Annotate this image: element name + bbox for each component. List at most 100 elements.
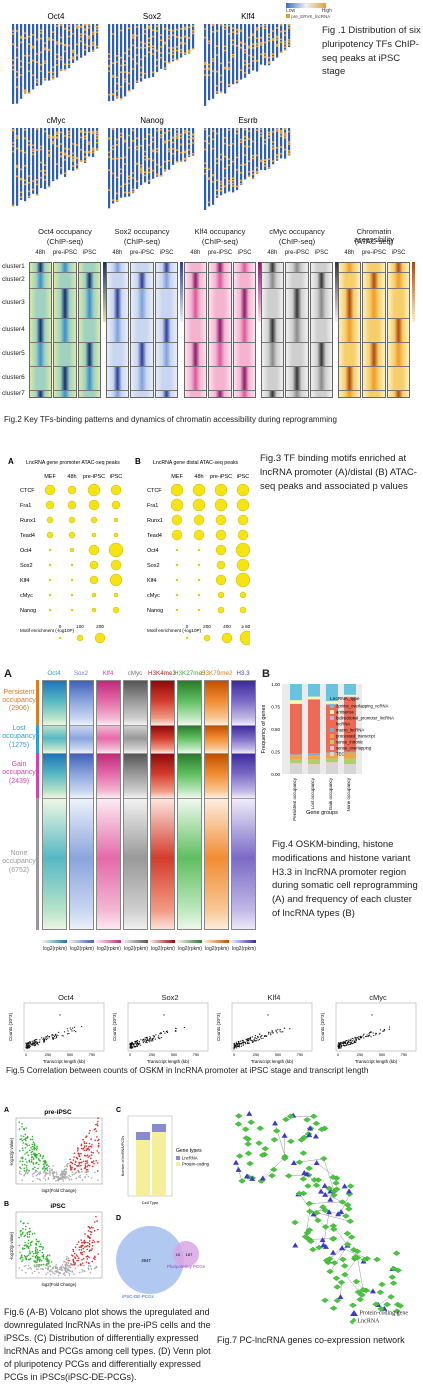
fig2-cluster-block <box>155 273 178 289</box>
fig1-peak-mark <box>159 56 163 59</box>
fig4-group-block <box>124 681 147 726</box>
fig1-peak-mark <box>147 171 151 174</box>
fig1-peak-mark <box>83 48 87 51</box>
fig2-cluster-block <box>286 273 308 289</box>
fig6-xlabel: log2(Fold Change) <box>42 1282 77 1287</box>
fig2-cluster-block <box>261 273 284 289</box>
fig1-peak-mark <box>219 62 223 65</box>
fig2-cluster-block <box>131 367 153 391</box>
fig7-lncrna-node <box>330 1260 339 1266</box>
fig1-chrom-track <box>212 128 215 205</box>
fig1-legend-ervk: pre_ERVK_lncRNA <box>291 14 331 19</box>
fig6-volcano-point <box>96 1241 99 1243</box>
fig1-peak-mark <box>55 64 59 66</box>
fig5-point <box>246 1039 248 1042</box>
fig5-point <box>183 1026 186 1029</box>
fig1-peak-mark <box>87 131 91 133</box>
fig1-peak-mark <box>111 172 115 175</box>
fig1-peak-mark <box>59 131 63 134</box>
fig5-point <box>370 1031 372 1033</box>
fig2-heatmap-column <box>183 262 208 398</box>
fig7-lncrna-node <box>242 1135 251 1141</box>
fig4-group-block <box>232 726 255 754</box>
fig1-peak-mark <box>247 175 251 178</box>
fig6-volcano-point <box>66 1176 68 1178</box>
fig1-peak-mark <box>135 54 139 56</box>
fig1-chrom-track <box>24 24 27 94</box>
fig1-peak-mark <box>219 183 223 185</box>
fig6-volcano-point <box>57 1179 60 1182</box>
fig6-volcano-point <box>55 1264 58 1266</box>
fig7-protein-node <box>319 1237 326 1243</box>
fig5-xlabel: Transcript length (kb) <box>147 1059 190 1064</box>
fig1-peak-mark <box>159 129 163 131</box>
fig6-volcano-point <box>60 1267 63 1270</box>
fig1-peak-mark <box>79 136 83 139</box>
fig1-peak-mark <box>271 131 275 133</box>
fig6-volcano-point <box>64 1268 66 1270</box>
fig6-volcano-point <box>97 1120 99 1123</box>
fig1-peak-mark <box>159 46 163 48</box>
fig2-cluster-block <box>29 391 52 397</box>
fig5-point <box>366 1035 368 1037</box>
fig6-volcano-point <box>71 1171 74 1173</box>
fig6-volcano-point <box>81 1258 83 1261</box>
fig2-cluster-block <box>233 391 256 397</box>
fig3-panel-title: LncRNA gene promoter ATAC-seq peaks <box>26 460 120 466</box>
fig6-volcano-point <box>33 1143 36 1145</box>
fig1-peak-mark <box>59 42 63 45</box>
fig3-column-label: iPSC <box>237 474 250 480</box>
fig5-point <box>340 1041 342 1044</box>
fig7-protein-node <box>310 1211 317 1217</box>
fig1-peak-mark <box>127 182 131 185</box>
fig5-point <box>52 1034 54 1036</box>
fig6-volcano-point <box>73 1273 75 1275</box>
fig6-volcano-point <box>92 1227 94 1229</box>
fig7-protein-node <box>337 1294 344 1300</box>
fig6-volcano-point <box>92 1257 95 1259</box>
fig3-row-label: cMyc <box>147 593 160 599</box>
fig1-peak-mark <box>219 186 223 189</box>
fig2-cluster-block <box>131 343 153 367</box>
fig1-peak-mark <box>35 61 39 63</box>
fig6-volcano-point <box>25 1244 28 1247</box>
fig5-point <box>145 1037 148 1039</box>
fig4-group-block <box>43 681 66 726</box>
fig2-color-scale <box>412 262 415 322</box>
fig1-peak-mark <box>35 149 39 151</box>
fig1-peak-mark <box>71 152 75 155</box>
fig1-peak-mark <box>179 48 183 51</box>
fig1-peak-mark <box>223 28 227 30</box>
fig7-protein-node <box>322 1243 329 1249</box>
fig1-peak-mark <box>43 169 47 172</box>
fig3-row-label: Runx1 <box>147 518 163 524</box>
fig6-venn-small-label: Pluripotency PCGs <box>167 1264 206 1269</box>
fig1-peak-mark <box>187 149 191 151</box>
fig4-group-label: None occupancy (6752) <box>2 849 36 874</box>
fig6-volcano-point <box>71 1264 73 1266</box>
fig6-volcano-point <box>83 1250 85 1253</box>
fig1-peak-mark <box>211 60 215 63</box>
fig1-peak-mark <box>191 25 195 27</box>
fig1-peak-mark <box>151 136 155 139</box>
fig6-volcano-point <box>41 1245 43 1248</box>
fig6-volcano-point <box>83 1141 85 1143</box>
fig6-volcano-point <box>45 1273 47 1276</box>
fig6-volcano-point <box>21 1139 24 1142</box>
fig1-peak-mark <box>119 85 123 88</box>
fig6-volcano-point <box>34 1252 37 1255</box>
fig6-panel-letter: A <box>4 1107 9 1114</box>
fig5-point <box>67 1030 69 1032</box>
fig6-volcano-point <box>53 1177 55 1180</box>
fig1-peak-mark <box>251 56 255 58</box>
fig2-cluster-block <box>184 263 207 273</box>
fig1-peak-mark <box>179 37 183 39</box>
fig5-point <box>137 1043 139 1045</box>
fig5-point <box>279 1028 281 1030</box>
fig6-volcano-point <box>52 1267 54 1270</box>
fig4-legend-entry: sense_overlapping <box>336 746 372 751</box>
fig6-volcano-point <box>71 1270 74 1272</box>
fig6-volcano-point <box>47 1177 50 1179</box>
fig6-volcano-point <box>73 1156 75 1158</box>
fig5-point <box>26 1043 28 1045</box>
